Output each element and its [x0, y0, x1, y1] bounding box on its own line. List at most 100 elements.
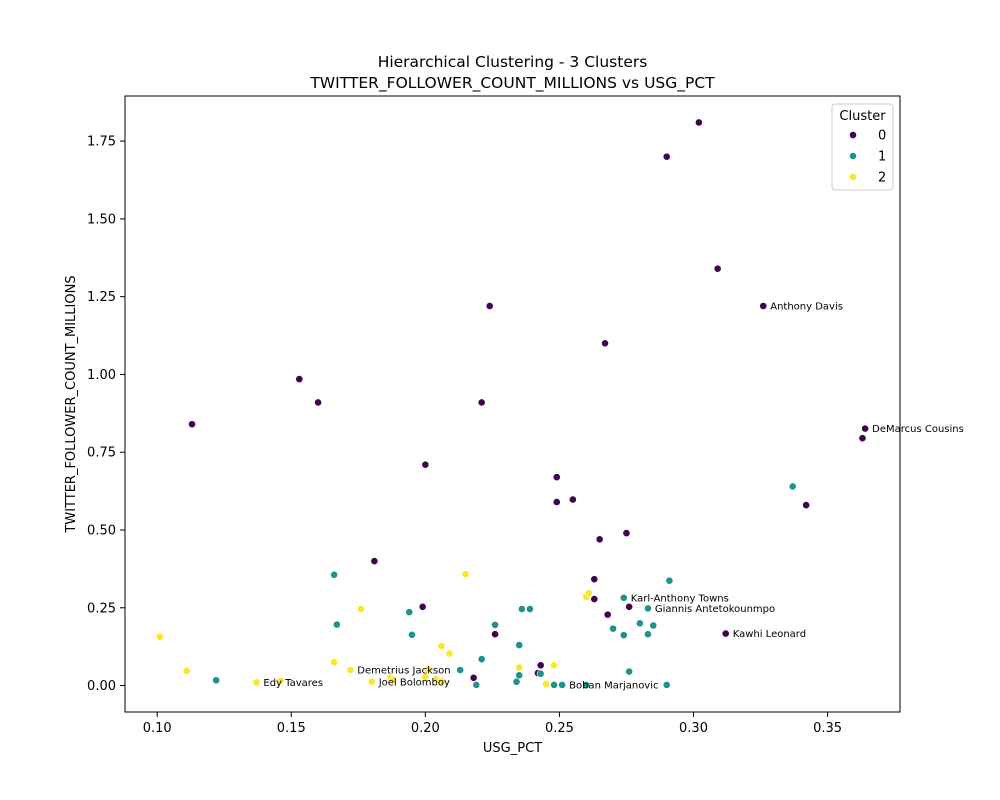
point-cluster-0 [552, 473, 561, 482]
point-cluster-0 [477, 398, 486, 407]
point-annotation: Joel Bolomboy [378, 677, 450, 688]
point-cluster-1 [662, 681, 671, 689]
point-cluster-1 [408, 630, 416, 639]
legend: Cluster 0 1 2 [831, 103, 894, 191]
x-tick-label: 0.30 [679, 721, 708, 736]
legend-title: Cluster [839, 109, 886, 124]
legend-marker-0 [849, 131, 857, 139]
point-cluster-2 [155, 632, 164, 641]
data-points [155, 118, 870, 689]
point-cluster-0 [536, 661, 545, 670]
y-axis-label: TWITTER_FOLLOWER_COUNT_MILLIONS [64, 275, 79, 533]
point-cluster-2 [515, 663, 524, 672]
point-cluster-2 [585, 589, 593, 598]
point-annotation: Kawhi Leonard [733, 629, 806, 640]
point-cluster-0 [370, 557, 379, 566]
point-cluster-2 [252, 678, 261, 687]
legend-box [831, 103, 894, 191]
chart-subtitle: TWITTER_FOLLOWER_COUNT_MILLIONS vs USG_P… [309, 74, 715, 93]
y-tick-label: 1.25 [87, 290, 116, 305]
legend-entries: 0 1 2 [849, 129, 886, 186]
point-cluster-1 [625, 667, 634, 676]
point-cluster-1 [456, 666, 465, 674]
point-cluster-2 [461, 570, 470, 579]
point-cluster-2 [437, 677, 446, 686]
point-cluster-0 [590, 575, 599, 584]
point-cluster-2 [550, 661, 558, 670]
y-tick-label: 0.25 [87, 601, 116, 616]
y-tick-label: 1.75 [87, 135, 116, 150]
point-cluster-2 [182, 667, 191, 675]
point-cluster-1 [644, 630, 652, 639]
point-cluster-0 [469, 673, 478, 682]
point-cluster-1 [332, 620, 341, 629]
point-cluster-1 [512, 677, 521, 686]
point-cluster-0 [858, 434, 867, 443]
point-cluster-1 [405, 608, 414, 617]
point-cluster-1 [558, 681, 567, 689]
point-cluster-0 [802, 501, 811, 510]
point-cluster-1 [550, 681, 558, 689]
x-tick-label: 0.15 [277, 721, 306, 736]
point-cluster-0 [662, 152, 671, 161]
point-cluster-2 [389, 676, 398, 684]
x-tick-label: 0.10 [143, 721, 172, 736]
y-tick-label: 0.50 [87, 524, 116, 539]
point-cluster-1 [665, 576, 674, 585]
point-cluster-1 [526, 605, 534, 613]
point-annotation: Anthony Davis [770, 302, 843, 313]
y-tick-label: 0.00 [87, 679, 116, 694]
point-cluster-1 [536, 669, 545, 678]
legend-label: 2 [878, 171, 886, 186]
point-cluster-1 [644, 604, 652, 613]
point-cluster-0 [759, 302, 768, 310]
point-annotation: Karl-Anthony Towns [631, 593, 729, 604]
y-tick-label: 1.00 [87, 368, 116, 383]
chart-title: Hierarchical Clustering - 3 Clusters [378, 53, 648, 71]
point-cluster-1 [619, 593, 628, 602]
point-cluster-0 [491, 630, 499, 639]
x-axis-ticks: 0.10 0.15 0.20 0.25 0.30 0.35 [143, 712, 842, 736]
point-cluster-0 [590, 595, 599, 603]
point-cluster-2 [346, 666, 355, 674]
y-tick-label: 1.50 [87, 212, 116, 227]
point-cluster-2 [357, 605, 365, 613]
point-cluster-0 [622, 529, 631, 538]
point-cluster-0 [421, 460, 430, 469]
point-cluster-0 [713, 264, 722, 273]
point-cluster-0 [601, 339, 609, 348]
point-cluster-1 [330, 570, 339, 579]
x-axis-label: USG_PCT [483, 741, 542, 756]
point-cluster-1 [619, 631, 628, 640]
point-cluster-0 [552, 498, 561, 506]
x-tick-label: 0.20 [411, 721, 440, 736]
point-cluster-1 [477, 655, 486, 664]
point-cluster-2 [421, 672, 430, 681]
legend-marker-2 [849, 173, 857, 181]
point-cluster-1 [635, 619, 644, 628]
point-cluster-1 [609, 624, 617, 633]
point-cluster-0 [314, 398, 322, 407]
point-cluster-2 [445, 649, 454, 658]
x-tick-label: 0.25 [545, 721, 574, 736]
point-annotation: Edy Tavares [263, 678, 323, 689]
point-cluster-2 [437, 642, 446, 650]
point-cluster-1 [649, 621, 658, 630]
point-cluster-2 [424, 665, 432, 674]
legend-label: 1 [878, 150, 886, 165]
point-cluster-1 [515, 641, 524, 650]
point-cluster-0 [568, 495, 577, 504]
point-cluster-1 [472, 681, 481, 689]
point-annotation: DeMarcus Cousins [872, 424, 964, 435]
point-cluster-1 [582, 681, 591, 689]
point-cluster-0 [603, 610, 612, 619]
point-cluster-1 [491, 620, 499, 629]
point-cluster-2 [276, 676, 285, 685]
legend-marker-1 [849, 152, 857, 160]
point-cluster-0 [861, 424, 870, 433]
point-annotation: Boban Marjanovic [569, 680, 658, 691]
point-cluster-0 [418, 602, 427, 611]
point-cluster-2 [367, 677, 376, 686]
point-cluster-0 [188, 420, 196, 429]
